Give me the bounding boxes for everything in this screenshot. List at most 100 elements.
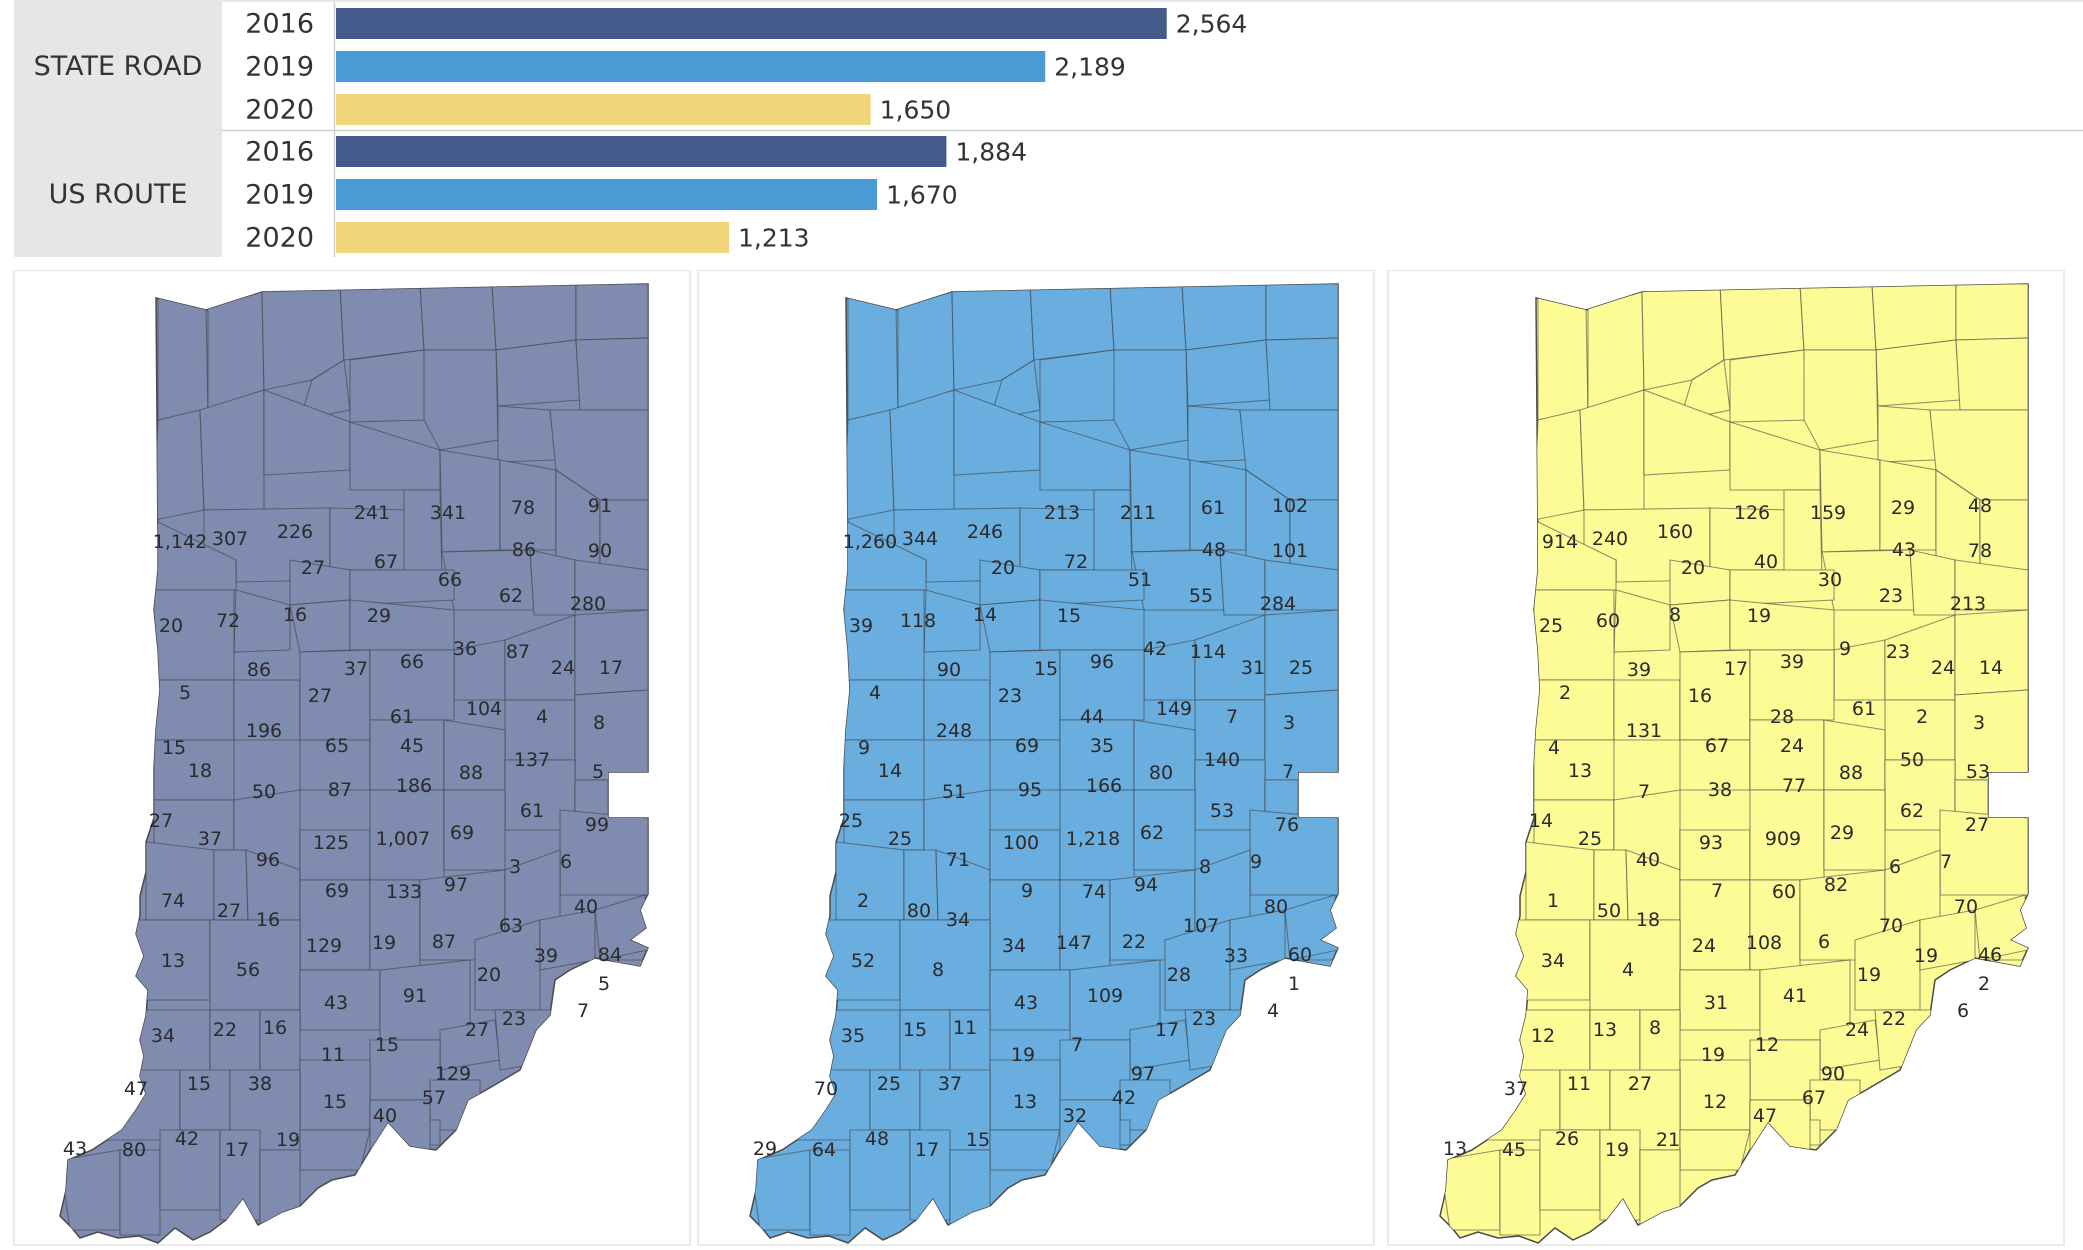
- county-count-label: 4: [536, 706, 548, 728]
- county-count-label: 186: [396, 775, 432, 797]
- county-count-label: 1: [1288, 973, 1300, 995]
- county-count-label: 18: [1636, 909, 1660, 931]
- county-count-label: 38: [1708, 779, 1732, 801]
- county-count-label: 37: [344, 658, 368, 680]
- county-count-label: 3: [1283, 712, 1295, 734]
- county-count-label: 72: [1064, 551, 1088, 573]
- county-count-label: 13: [1013, 1091, 1037, 1113]
- county-count-label: 23: [1879, 585, 1903, 607]
- county-count-label: 8: [593, 712, 605, 734]
- county-count-label: 44: [1080, 706, 1104, 728]
- county-count-label: 6: [1889, 856, 1901, 878]
- county-shape: [1264, 689, 1338, 781]
- county-shape: [349, 569, 455, 606]
- county-count-label: 3: [509, 856, 521, 878]
- county-count-label: 25: [877, 1073, 901, 1095]
- county-count-label: 74: [1082, 881, 1106, 903]
- county-count-label: 34: [1541, 950, 1565, 972]
- county-count-label: 64: [812, 1139, 836, 1161]
- county-count-label: 24: [1780, 735, 1804, 757]
- county-count-label: 2: [1916, 706, 1928, 728]
- county-count-label: 24: [1931, 657, 1955, 679]
- county-shape: [594, 894, 648, 961]
- county-shape: [233, 589, 291, 653]
- county-shape: [119, 1149, 161, 1236]
- value-label: 2,189: [1054, 53, 1126, 82]
- county-count-label: 6: [1818, 931, 1830, 953]
- county-count-label: 69: [450, 822, 474, 844]
- county-shape: [259, 1149, 301, 1231]
- county-shape: [1185, 339, 1271, 407]
- value-label: 1,213: [738, 224, 810, 253]
- value-label: 1,670: [886, 181, 958, 210]
- county-shape: [349, 349, 429, 423]
- county-count-label: 69: [1015, 735, 1039, 757]
- county-count-label: 42: [1143, 638, 1167, 660]
- county-count-label: 97: [1131, 1063, 1155, 1085]
- county-count-label: 91: [403, 985, 427, 1007]
- county-count-label: 53: [1210, 800, 1234, 822]
- county-count-label: 61: [1852, 698, 1876, 720]
- county-shape: [1979, 499, 2028, 571]
- county-count-label: 50: [1597, 900, 1621, 922]
- county-count-label: 22: [1122, 931, 1146, 953]
- county-count-label: 25: [839, 810, 863, 832]
- county-count-label: 45: [400, 735, 424, 757]
- county-shape: [1799, 284, 1877, 351]
- county-shape: [599, 499, 648, 571]
- county-count-label: 27: [1965, 814, 1989, 836]
- county-count-label: 87: [506, 641, 530, 663]
- county-shape: [1029, 284, 1115, 361]
- county-shape: [1954, 609, 2028, 696]
- county-count-label: 17: [225, 1139, 249, 1161]
- county-count-label: 280: [570, 593, 606, 615]
- county-count-label: 35: [841, 1025, 865, 1047]
- county-count-label: 12: [1703, 1091, 1727, 1113]
- county-count-label: 213: [1950, 593, 1986, 615]
- county-shape: [1974, 894, 2028, 961]
- county-shape: [1440, 1149, 1501, 1231]
- county-count-label: 15: [162, 737, 186, 759]
- county-count-label: 33: [1224, 945, 1248, 967]
- county-count-label: 19: [1747, 605, 1771, 627]
- county-shape: [989, 1129, 1061, 1171]
- county-count-label: 40: [1636, 849, 1660, 871]
- county-shape: [1533, 409, 1585, 521]
- county-count-label: 39: [849, 615, 873, 637]
- county-count-label: 37: [938, 1073, 962, 1095]
- county-count-label: 6: [1957, 1000, 1969, 1022]
- county-count-label: 48: [1202, 539, 1226, 561]
- county-count-label: 67: [1802, 1087, 1826, 1109]
- county-shape: [299, 1129, 371, 1171]
- county-shape: [899, 919, 991, 1011]
- county-count-label: 15: [966, 1129, 990, 1151]
- county-boundaries: [750, 284, 1338, 1236]
- bar-us-route-2019: [336, 179, 878, 210]
- county-shape: [1059, 649, 1145, 721]
- county-count-label: 246: [967, 521, 1003, 543]
- county-count-label: 57: [422, 1087, 446, 1109]
- county-count-label: 909: [1765, 828, 1801, 850]
- county-boundaries: [60, 284, 648, 1236]
- county-count-label: 341: [430, 502, 466, 524]
- county-shape: [843, 679, 925, 741]
- county-count-label: 80: [1149, 762, 1173, 784]
- county-count-label: 60: [1288, 944, 1312, 966]
- county-count-label: 67: [1705, 735, 1729, 757]
- county-count-label: 19: [1011, 1044, 1035, 1066]
- county-count-label: 7: [1638, 781, 1650, 803]
- county-count-label: 20: [991, 557, 1015, 579]
- county-count-label: 70: [1954, 896, 1978, 918]
- county-count-label: 129: [435, 1063, 471, 1085]
- county-count-label: 29: [367, 605, 391, 627]
- county-count-label: 95: [1018, 779, 1042, 801]
- county-shape: [1039, 349, 1119, 423]
- county-shape: [369, 649, 455, 721]
- county-count-label: 46: [1978, 944, 2002, 966]
- county-count-label: 30: [1818, 569, 1842, 591]
- county-count-label: 60: [1772, 881, 1796, 903]
- county-count-label: 2: [1559, 682, 1571, 704]
- county-shape: [1187, 405, 1247, 463]
- county-count-label: 48: [1968, 495, 1992, 517]
